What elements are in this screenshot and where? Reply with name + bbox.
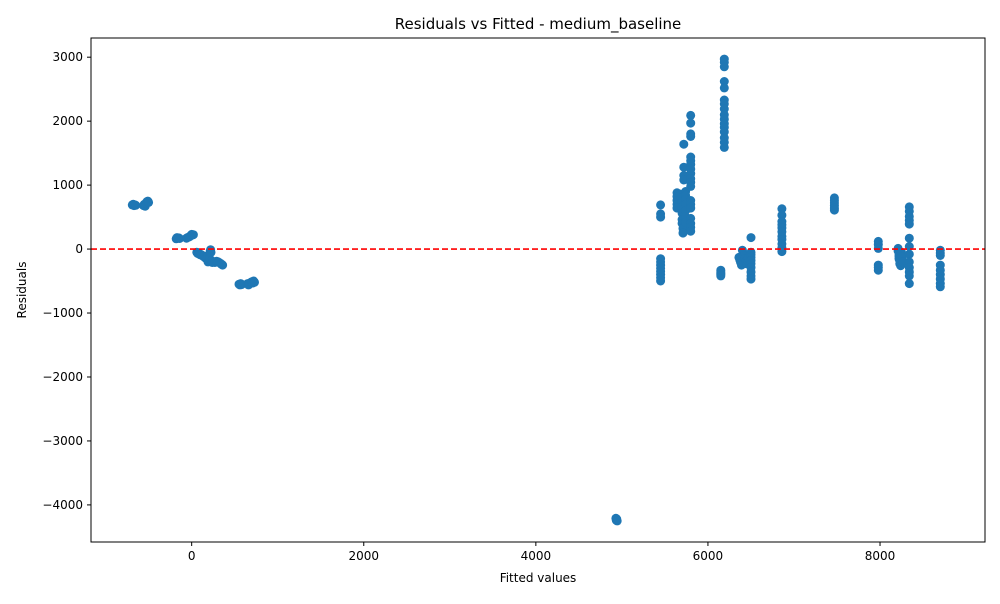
scatter-point xyxy=(656,200,666,210)
scatter-point xyxy=(188,230,198,240)
scatter-point xyxy=(719,62,729,72)
scatter-point xyxy=(131,200,141,210)
y-tick-label: −4000 xyxy=(42,498,83,512)
scatter-point xyxy=(904,279,914,289)
scatter-point xyxy=(719,83,729,93)
scatter-point xyxy=(686,118,696,128)
scatter-point xyxy=(612,516,622,526)
scatter-point xyxy=(679,175,689,185)
scatter-point xyxy=(175,234,185,243)
scatter-point xyxy=(686,132,696,141)
scatter-point xyxy=(250,277,259,287)
axes-frame xyxy=(90,37,986,543)
scatter-point xyxy=(686,226,696,236)
y-tick-label: 0 xyxy=(75,242,83,256)
y-tick-label: −2000 xyxy=(42,370,83,384)
y-tick-label: 2000 xyxy=(52,114,83,128)
scatter-point xyxy=(656,276,666,286)
x-tick-label: 2000 xyxy=(348,549,379,563)
scatter-point xyxy=(679,139,689,149)
scatter-point xyxy=(904,249,914,259)
scatter-point xyxy=(686,181,696,191)
chart-title: Residuals vs Fitted - medium_baseline xyxy=(395,15,682,34)
x-axis-label: Fitted values xyxy=(500,571,577,585)
x-tick-label: 4000 xyxy=(521,549,552,563)
axes-border xyxy=(90,37,986,543)
scatter-point xyxy=(716,271,726,281)
x-tick-label: 6000 xyxy=(693,549,724,563)
scatter-point xyxy=(686,203,696,213)
y-axis-label: Residuals xyxy=(15,262,29,319)
scatter-point xyxy=(719,142,729,152)
scatter-point xyxy=(719,77,729,86)
scatter-point xyxy=(144,197,154,207)
y-tick-label: −1000 xyxy=(42,306,83,320)
scatter-point xyxy=(935,251,945,260)
x-ticks: 0 2000 4000 6000 8000 xyxy=(188,542,895,563)
x-tick-label: 8000 xyxy=(865,549,896,563)
scatter-point xyxy=(678,228,688,238)
y-ticks: −4000 −3000 −2000 −1000 0 1000 2000 3000 xyxy=(42,50,91,512)
scatter-point xyxy=(656,212,666,222)
scatter-point xyxy=(206,247,216,257)
y-tick-label: 3000 xyxy=(52,50,83,64)
scatter-point xyxy=(777,204,787,214)
y-tick-label: −3000 xyxy=(42,434,83,448)
scatter-point xyxy=(218,260,228,270)
scatter-point xyxy=(935,282,945,292)
scatter-point xyxy=(904,219,914,229)
scatter-point xyxy=(777,210,787,220)
scatter-point xyxy=(873,265,883,275)
scatter-point xyxy=(679,162,689,172)
scatter-point xyxy=(686,110,696,120)
points-layer xyxy=(127,54,945,526)
x-tick-label: 0 xyxy=(188,549,196,563)
scatter-point xyxy=(904,233,914,243)
scatter-point xyxy=(746,233,756,243)
scatter-point xyxy=(904,271,914,281)
scatter-point xyxy=(829,205,839,215)
y-tick-label: 1000 xyxy=(52,178,83,192)
scatter-point xyxy=(746,274,756,284)
